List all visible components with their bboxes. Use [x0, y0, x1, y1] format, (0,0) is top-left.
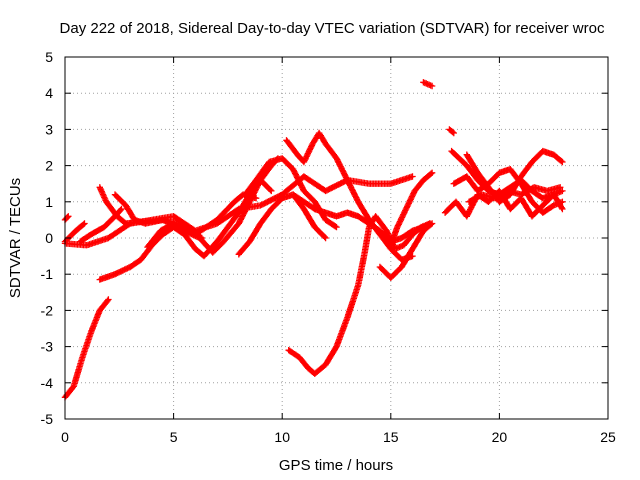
data-point-marks	[144, 155, 282, 256]
series-s1	[61, 296, 112, 401]
data-point-marks	[387, 169, 436, 249]
y-tick-label: -5	[41, 411, 54, 427]
y-tick-label: 2	[45, 158, 53, 174]
x-tick-label: 10	[274, 429, 290, 445]
series-s9	[144, 155, 282, 256]
data-points	[61, 79, 566, 401]
x-tick-label: 5	[170, 429, 178, 445]
series-s18	[446, 126, 457, 137]
x-tick-label: 20	[492, 429, 508, 445]
data-point-marks	[376, 220, 436, 281]
data-point-marks	[77, 205, 125, 245]
data-point-marks	[441, 187, 566, 220]
x-tick-label: 25	[600, 429, 616, 445]
data-point-marks	[235, 191, 329, 258]
x-tick-label: 0	[61, 429, 69, 445]
y-tick-label: 3	[45, 121, 53, 137]
data-point-marks	[420, 79, 436, 90]
series-s6	[77, 205, 125, 245]
tick-labels: 0 5 10 15 20 25 -5 -4 -3 -2 -1 0 1 2 3 4 5	[41, 49, 616, 445]
series-s15	[376, 220, 436, 281]
series-s22	[441, 187, 566, 220]
y-tick-label: 0	[45, 230, 53, 246]
plot-frame	[64, 56, 609, 420]
y-tick-label: -3	[41, 339, 54, 355]
y-tick-label: -4	[41, 375, 54, 391]
data-point-marks	[242, 155, 340, 231]
series-s23	[465, 184, 564, 205]
y-tick-label: 4	[45, 85, 53, 101]
data-point-marks	[61, 296, 112, 401]
chart-title: Day 222 of 2018, Sidereal Day-to-day VTE…	[60, 20, 605, 37]
y-tick-label: -1	[41, 266, 54, 282]
x-tick-label: 15	[383, 429, 399, 445]
y-tick-label: -2	[41, 302, 54, 318]
series-s10	[235, 191, 329, 258]
series-s2	[61, 213, 72, 224]
y-tick-label: 5	[45, 49, 53, 65]
series-s17	[420, 79, 436, 90]
data-point-marks	[446, 126, 457, 137]
series-s11	[242, 155, 340, 231]
data-point-marks	[285, 213, 434, 377]
y-axis-title: SDTVAR / TECUs	[7, 178, 24, 298]
y-tick-label: 1	[45, 194, 53, 210]
data-point-marks	[465, 184, 564, 205]
x-axis-title: GPS time / hours	[279, 457, 393, 474]
grid-lines	[65, 57, 608, 419]
data-point-marks	[61, 213, 72, 224]
series-s16	[387, 169, 436, 249]
series-s14	[285, 213, 434, 377]
axis-ticks	[64, 56, 609, 420]
